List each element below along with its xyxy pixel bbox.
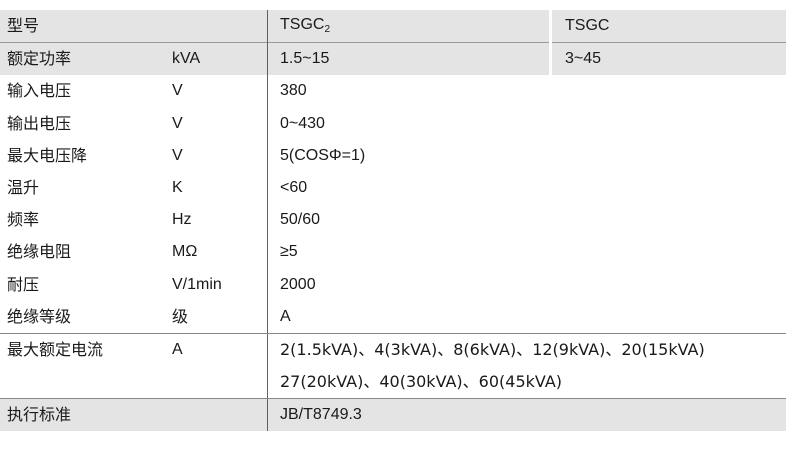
- value-cell: <60: [267, 171, 786, 205]
- header-model-label: 型号: [0, 10, 172, 43]
- unit-label: V: [172, 146, 183, 164]
- value-cell: 2(1.5kVA)、4(3kVA)、8(6kVA)、12(9kVA)、20(15…: [267, 333, 786, 367]
- table-row: 绝缘电阻 MΩ ≥5: [0, 236, 786, 269]
- value-cell: 27(20kVA)、40(30kVA)、60(45kVA): [267, 366, 786, 400]
- header-row: 型号 TSGC2 TSGC: [0, 10, 786, 43]
- header-unit-cell: [172, 10, 268, 43]
- unit-label: V: [172, 82, 183, 100]
- unit-label: MΩ: [172, 243, 198, 261]
- param-label: 绝缘等级: [0, 300, 172, 334]
- unit-label: A: [172, 340, 183, 358]
- header-model-b: TSGC: [550, 10, 786, 43]
- value-cell: A: [267, 300, 786, 334]
- param-label-empty: [0, 366, 172, 400]
- param-label: 额定功率: [0, 42, 172, 76]
- value-cell: ≥5: [267, 236, 786, 269]
- value-model-a: 1.5~15: [267, 42, 552, 76]
- param-label: 温升: [7, 178, 40, 198]
- value-cell: 5(COSΦ=1): [267, 139, 786, 172]
- unit-label-empty: [172, 366, 268, 400]
- table-row: 耐压 V/1min 2000: [0, 268, 786, 301]
- header-model-a-main: TSGC: [280, 16, 325, 34]
- table-row: 温升 K <60: [0, 171, 786, 205]
- param-label: 耐压: [7, 274, 40, 294]
- table-row: 最大电压降 V 5(COSΦ=1): [0, 139, 786, 172]
- value-cell: JB/T8749.3: [267, 398, 786, 432]
- table-row: 频率 Hz 50/60: [0, 204, 786, 237]
- value-model-b: 3~45: [550, 42, 786, 76]
- value-cell: 2000: [267, 268, 786, 301]
- param-label: 输入电压: [7, 81, 72, 101]
- table-row: 输入电压 V 380: [0, 75, 786, 108]
- unit-label: K: [172, 179, 183, 197]
- param-label: 输出电压: [7, 113, 72, 133]
- table-row: 绝缘等级 级 A: [0, 300, 786, 334]
- standard-row: 执行标准 JB/T8749.3: [0, 398, 786, 432]
- param-label: 执行标准: [0, 398, 172, 432]
- value-cell: 50/60: [267, 204, 786, 237]
- spec-table: 型号 TSGC2 TSGC 额定功率 kVA 1.5~15 3~45 输入电压 …: [0, 10, 786, 432]
- table-row: 最大额定电流 A 2(1.5kVA)、4(3kVA)、8(6kVA)、12(9k…: [0, 333, 786, 367]
- unit-label: V/1min: [172, 275, 222, 293]
- unit-label-empty: [172, 398, 268, 432]
- param-label: 频率: [7, 210, 40, 230]
- unit-label: Hz: [172, 211, 192, 229]
- unit-label: kVA: [172, 42, 268, 76]
- header-model-a: TSGC2: [267, 10, 552, 43]
- value-cell: 380: [267, 75, 786, 108]
- unit-label: 级: [172, 300, 268, 334]
- header-model-a-sub: 2: [324, 24, 331, 36]
- unit-label: V: [172, 114, 183, 132]
- table-row: 输出电压 V 0~430: [0, 107, 786, 140]
- param-label: 最大额定电流: [7, 339, 104, 359]
- table-row: 额定功率 kVA 1.5~15 3~45: [0, 42, 786, 76]
- param-label: 绝缘电阻: [7, 242, 72, 262]
- table-row: 27(20kVA)、40(30kVA)、60(45kVA): [0, 366, 786, 400]
- param-label: 最大电压降: [7, 145, 88, 165]
- value-cell: 0~430: [267, 107, 786, 140]
